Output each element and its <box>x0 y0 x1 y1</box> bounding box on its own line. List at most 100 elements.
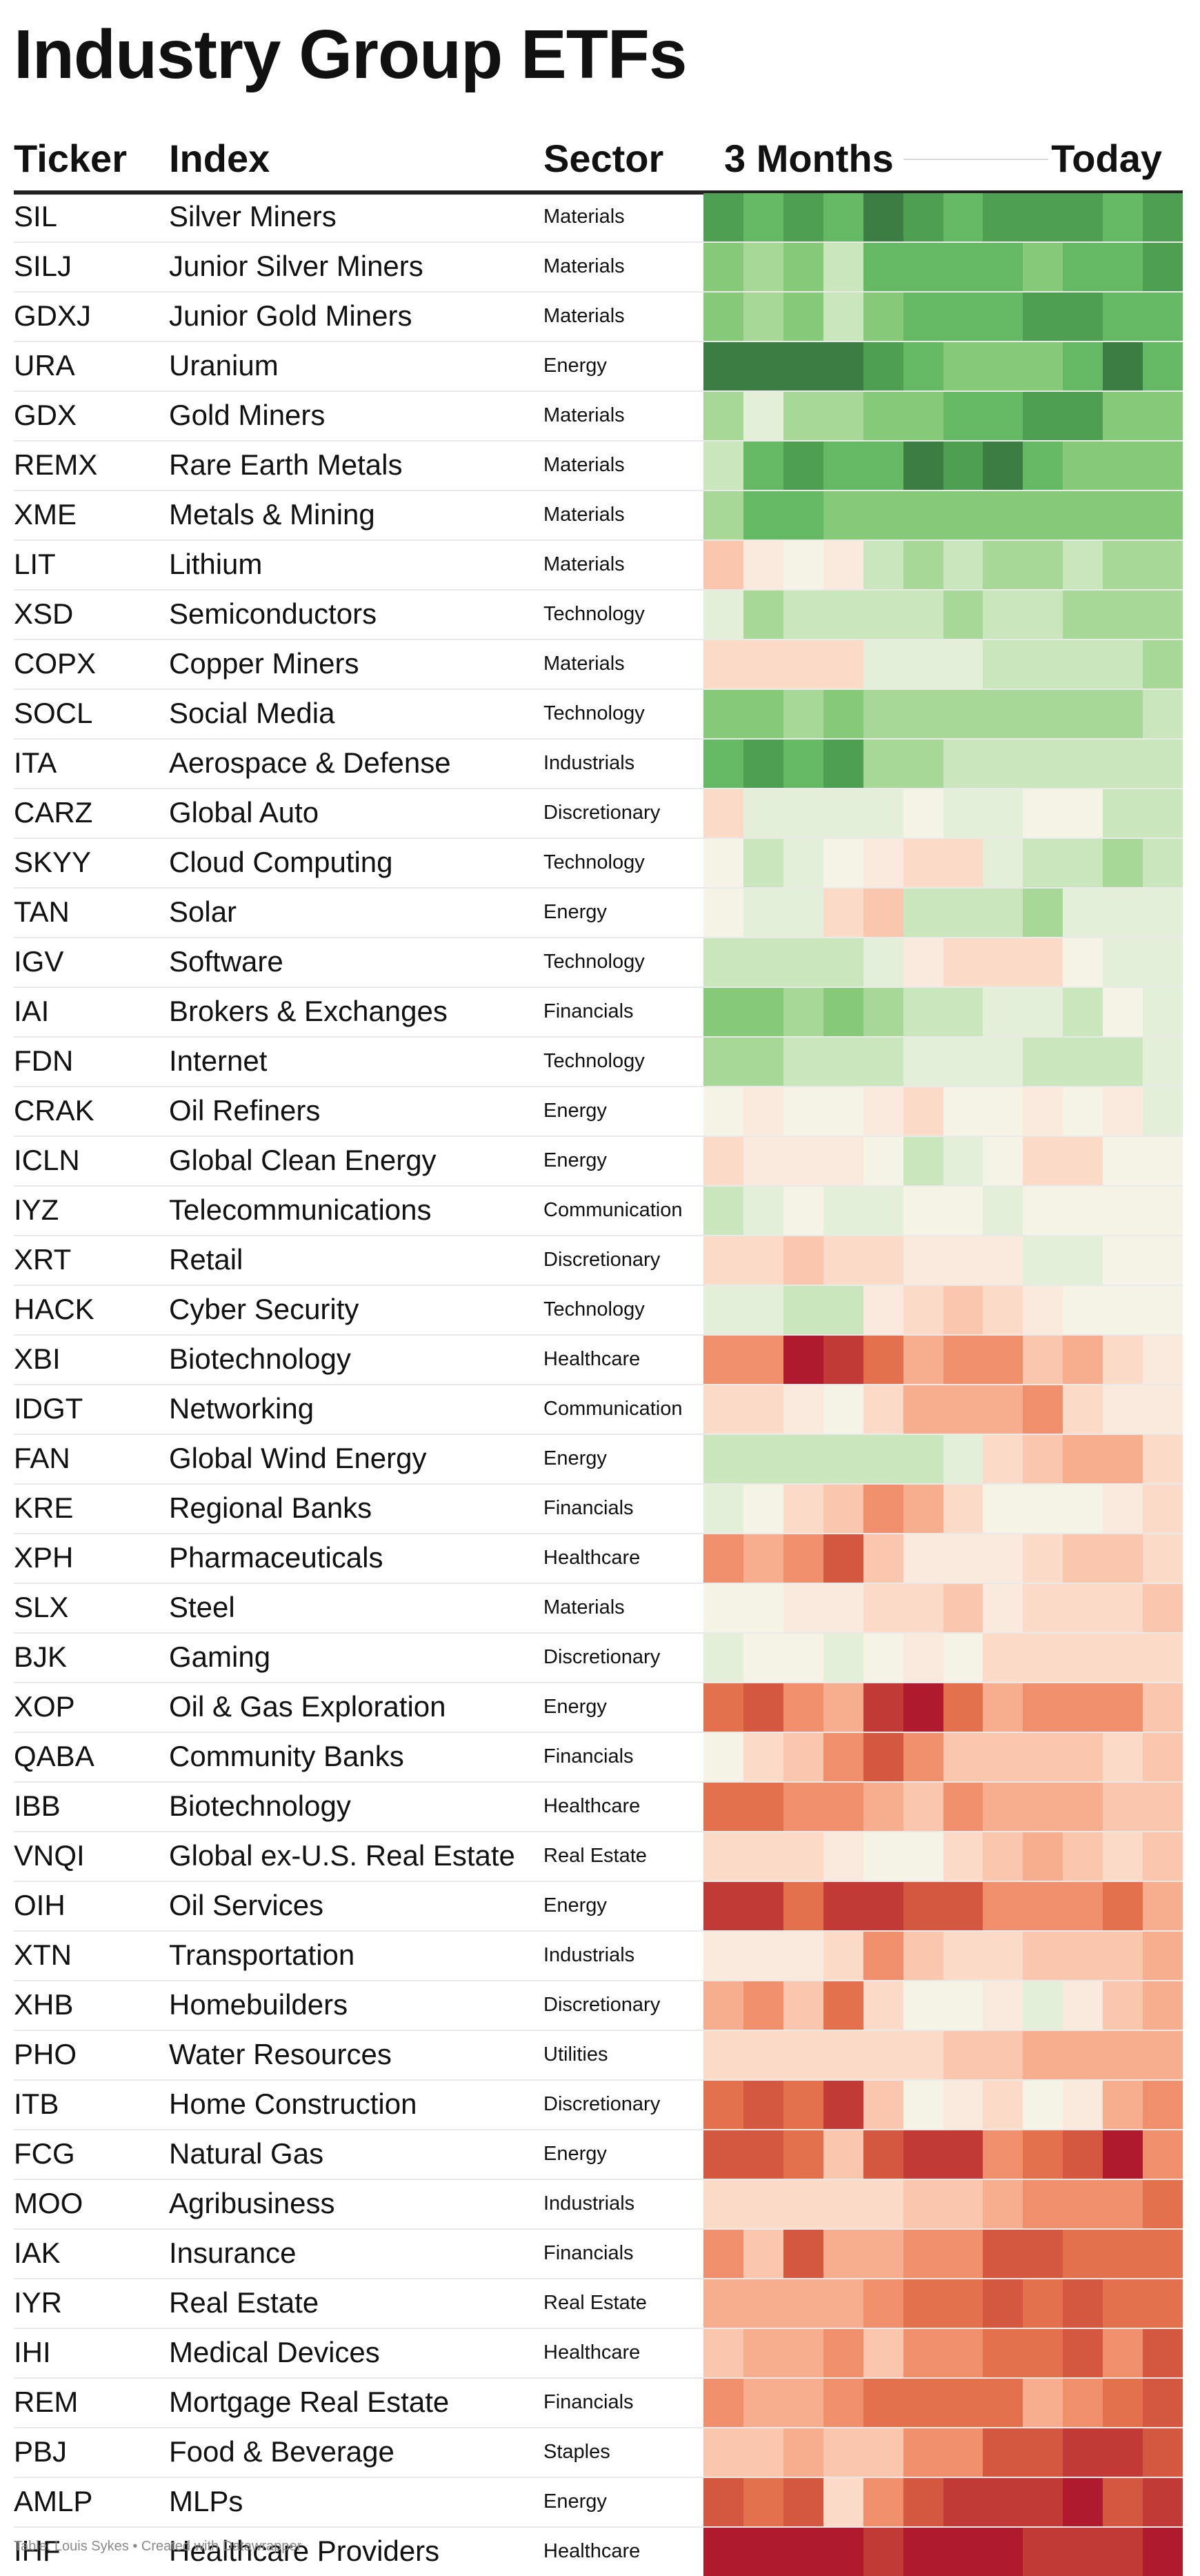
heatmap-cell <box>783 1485 823 1533</box>
heatmap-strip <box>703 342 1183 390</box>
heatmap-cell <box>1023 2180 1063 2228</box>
sector-label: Energy <box>543 2490 607 2513</box>
heatmap-cell <box>1023 1584 1063 1632</box>
heatmap-cell <box>1063 839 1103 887</box>
sector-label: Financials <box>543 1745 634 1767</box>
heatmap-cell <box>943 1832 983 1881</box>
heatmap-cell <box>903 1385 943 1434</box>
heatmap-strip <box>703 2478 1183 2526</box>
ticker-label: TAN <box>14 895 70 928</box>
heatmap-cell <box>1143 1981 1183 2030</box>
heatmap-cell <box>943 1385 983 1434</box>
heatmap-cell <box>903 889 943 937</box>
heatmap-cell <box>743 2081 783 2129</box>
heatmap-cell <box>783 2230 823 2278</box>
heatmap-cell <box>1063 392 1103 440</box>
heatmap-cell <box>1103 1087 1143 1136</box>
ticker-label: XTN <box>14 1939 72 1971</box>
heatmap-cell <box>743 1783 783 1831</box>
heatmap-cell <box>823 1187 863 1235</box>
heatmap-cell <box>903 640 943 688</box>
heatmap-cell <box>743 889 783 937</box>
ticker-label: PHO <box>14 2038 77 2070</box>
ticker-label: XRT <box>14 1243 72 1276</box>
heatmap-cell <box>1023 1187 1063 1235</box>
ticker-label: SLX <box>14 1591 69 1623</box>
heatmap-strip <box>703 1783 1183 1831</box>
heatmap-cell <box>1063 1087 1103 1136</box>
heatmap-cell <box>943 1286 983 1334</box>
heatmap-strip <box>703 1683 1183 1732</box>
heatmap-cell <box>743 1336 783 1384</box>
heatmap-cell <box>1103 1733 1143 1781</box>
heatmap-strip <box>703 839 1183 887</box>
heatmap-cell <box>1023 541 1063 589</box>
table-row: CRAK Oil Refiners Energy <box>14 1087 1183 1137</box>
heatmap-cell <box>1143 342 1183 390</box>
table-row: VNQI Global ex-U.S. Real Estate Real Estat… <box>14 1832 1183 1882</box>
heatmap-cell <box>863 243 903 291</box>
heatmap-cell <box>903 690 943 738</box>
heatmap-cell <box>743 1038 783 1086</box>
table-row: HACK Cyber Security Technology <box>14 1286 1183 1336</box>
table-row: TAN Solar Energy <box>14 889 1183 938</box>
header-ticker: Ticker <box>14 137 127 180</box>
index-label: Junior Gold Miners <box>169 299 412 332</box>
ticker-label: BJK <box>14 1641 68 1673</box>
heatmap-cell <box>863 889 903 937</box>
heatmap-strip <box>703 243 1183 291</box>
heatmap-cell <box>783 1137 823 1185</box>
heatmap-cell <box>903 1286 943 1334</box>
heatmap-cell <box>943 2428 983 2477</box>
heatmap-cell <box>943 1485 983 1533</box>
heatmap-cell <box>1023 2031 1063 2079</box>
heatmap-cell <box>1103 1832 1143 1881</box>
heatmap-cell <box>1143 1038 1183 1086</box>
heatmap-cell <box>1143 293 1183 341</box>
heatmap-cell <box>1023 1038 1063 1086</box>
heatmap-cell <box>703 2478 743 2526</box>
index-label: Pharmaceuticals <box>169 1541 383 1574</box>
heatmap-cell <box>783 988 823 1036</box>
heatmap-cell <box>783 1783 823 1831</box>
heatmap-cell <box>943 2230 983 2278</box>
table-row: QABA Community Banks Financials <box>14 1733 1183 1783</box>
heatmap-cell <box>743 1634 783 1682</box>
heatmap-cell <box>703 1187 743 1235</box>
index-label: Agribusiness <box>169 2187 335 2219</box>
heatmap-strip <box>703 2379 1183 2427</box>
heatmap-cell <box>823 1087 863 1136</box>
heatmap-cell <box>983 2379 1023 2427</box>
heatmap-cell <box>783 2130 823 2179</box>
heatmap-cell <box>1103 1584 1143 1632</box>
heatmap-cell <box>823 889 863 937</box>
heatmap-cell <box>983 1187 1023 1235</box>
heatmap-strip <box>703 392 1183 440</box>
heatmap-cell <box>1023 442 1063 490</box>
heatmap-strip <box>703 491 1183 539</box>
heatmap-cell <box>903 1634 943 1682</box>
heatmap-cell <box>743 1932 783 1980</box>
table-row: PHO Water Resources Utilities <box>14 2031 1183 2081</box>
heatmap-cell <box>703 193 743 241</box>
heatmap-cell <box>783 1286 823 1334</box>
heatmap-cell <box>1023 2528 1063 2576</box>
heatmap-cell <box>983 690 1023 738</box>
heatmap-cell <box>943 2130 983 2179</box>
heatmap-cell <box>783 839 823 887</box>
heatmap-cell <box>863 1137 903 1185</box>
heatmap-cell <box>903 1584 943 1632</box>
heatmap-cell <box>1023 1286 1063 1334</box>
heatmap-cell <box>903 342 943 390</box>
heatmap-cell <box>903 2379 943 2427</box>
table-row: SLX Steel Materials <box>14 1584 1183 1634</box>
heatmap-cell <box>1143 1783 1183 1831</box>
table-row: AMLP MLPs Energy <box>14 2478 1183 2528</box>
heatmap-cell <box>783 1832 823 1881</box>
heatmap-cell <box>863 1336 903 1384</box>
heatmap-cell <box>1103 2230 1143 2278</box>
heatmap-cell <box>1143 2379 1183 2427</box>
heatmap-cell <box>783 1087 823 1136</box>
heatmap-cell <box>743 1485 783 1533</box>
heatmap-cell <box>903 2130 943 2179</box>
